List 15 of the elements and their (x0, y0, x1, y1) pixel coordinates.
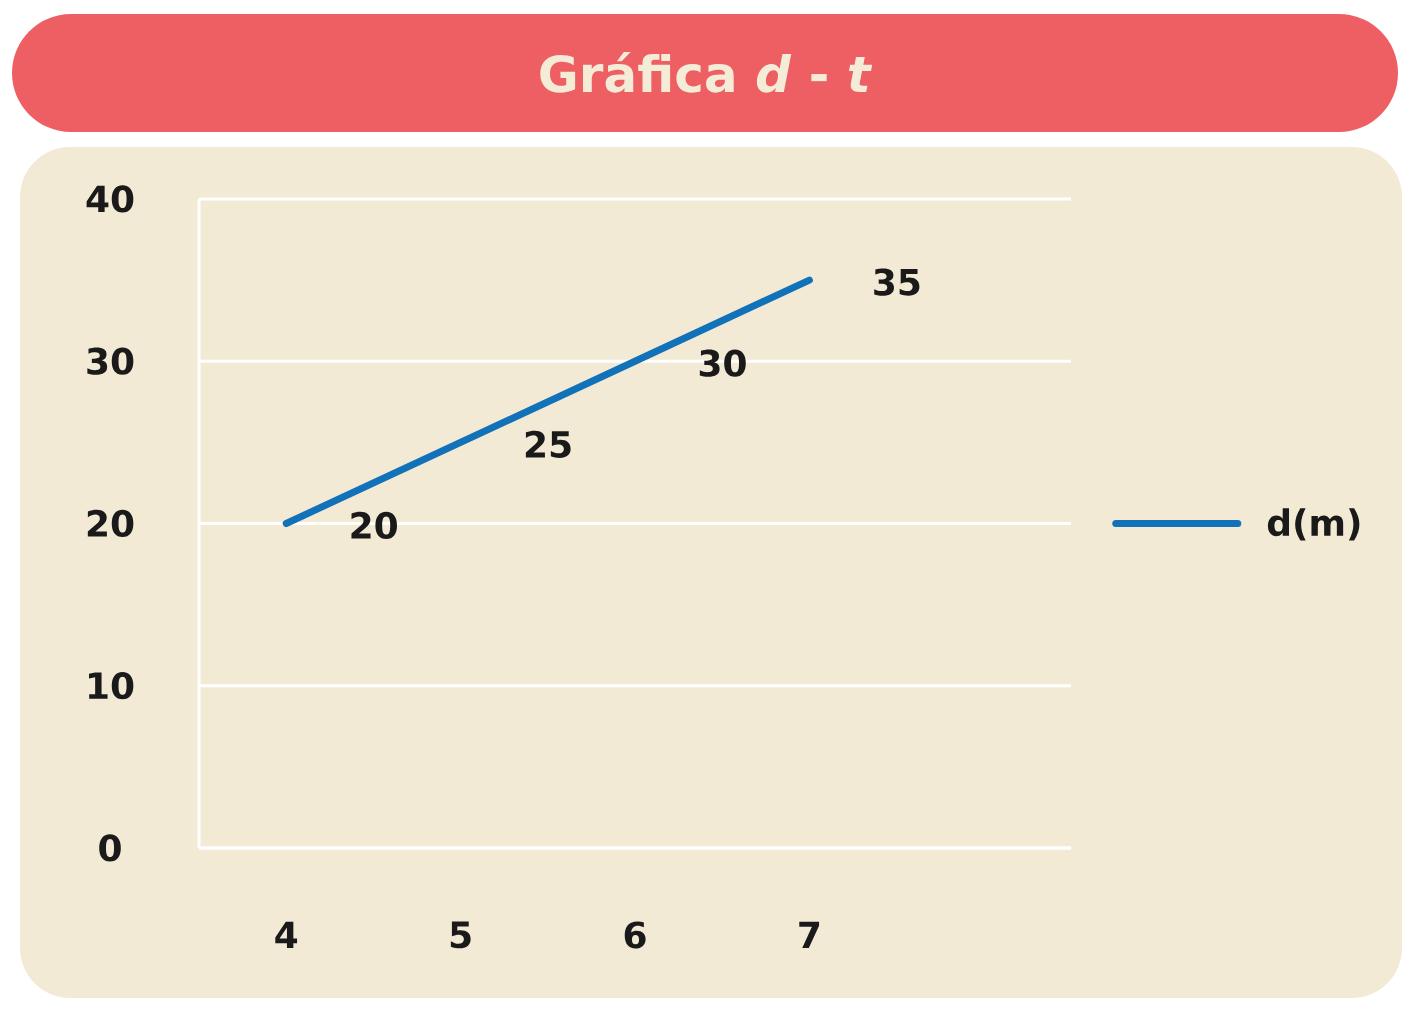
data-label: 30 (699, 349, 746, 377)
x-tick-label: 6 (624, 921, 646, 949)
y-tick-label: 30 (87, 347, 134, 375)
chart-title: Gráfica d - t (540, 52, 873, 93)
x-tick-label: 4 (275, 921, 298, 949)
y-tick-label: 10 (89, 672, 134, 700)
y-tick-label: 40 (86, 185, 134, 213)
x-tick-label: 7 (799, 921, 820, 949)
legend-label: d(m) (1267, 508, 1360, 541)
data-label: 35 (874, 268, 920, 296)
x-tick-label: 5 (450, 921, 471, 949)
y-tick-label: 20 (87, 509, 134, 538)
data-label: 20 (351, 511, 397, 540)
y-tick-label: 0 (99, 834, 121, 862)
data-label: 25 (525, 430, 571, 458)
